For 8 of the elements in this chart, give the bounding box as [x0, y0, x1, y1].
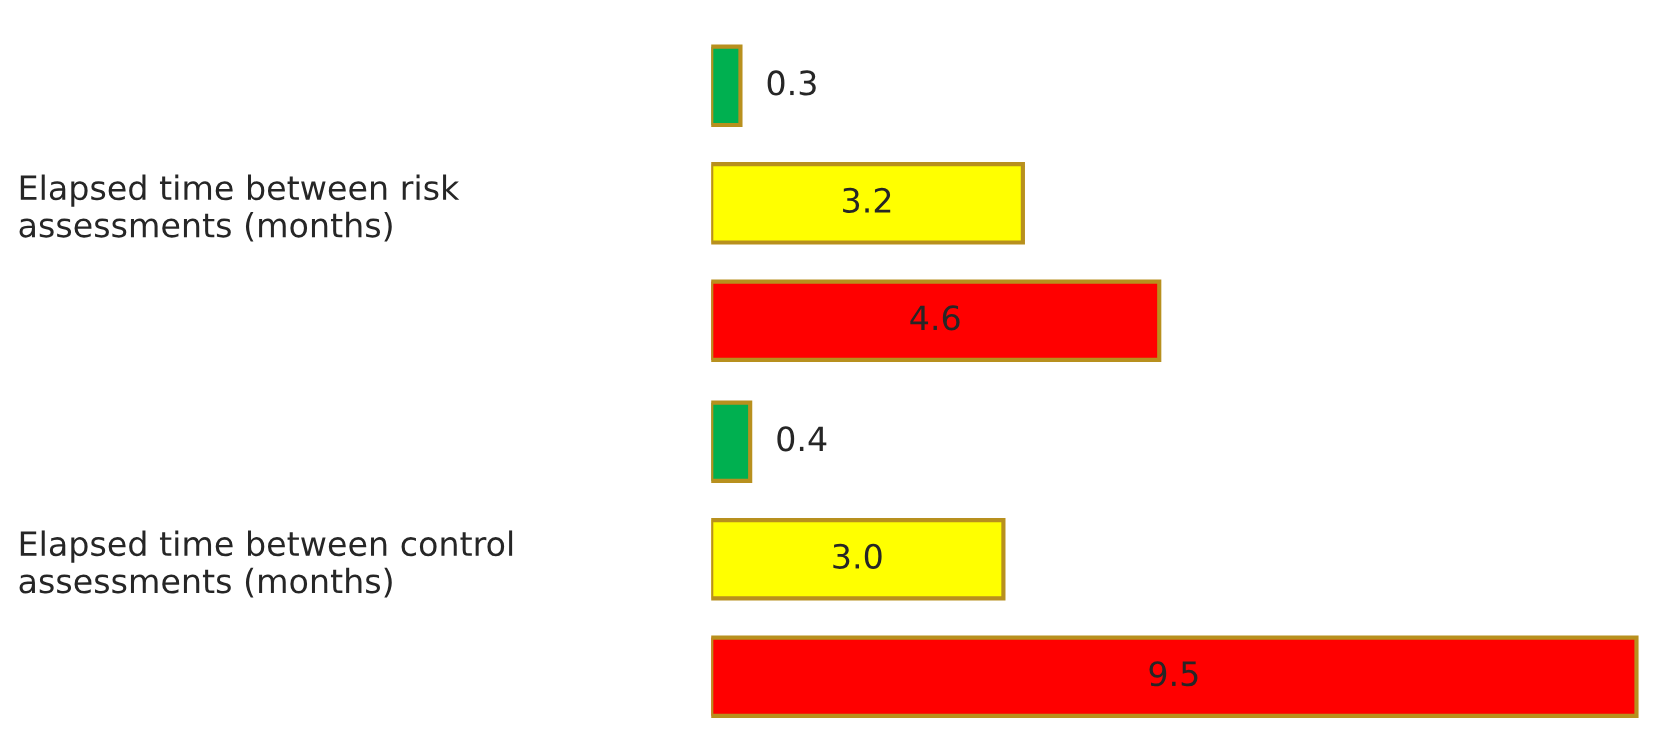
data-label: 3.0 [833, 543, 882, 569]
y-tick-label: Elapsed time between risk assessments (months) [19, 174, 460, 242]
data-label: 9.5 [1149, 661, 1198, 687]
data-label: 0.3 [767, 70, 816, 96]
data-label: 3.2 [843, 187, 891, 213]
y-tick-label: Elapsed time between control assessments (months) [19, 530, 513, 598]
data-label: 0.4 [777, 426, 827, 452]
data-label: 4.6 [910, 305, 960, 331]
